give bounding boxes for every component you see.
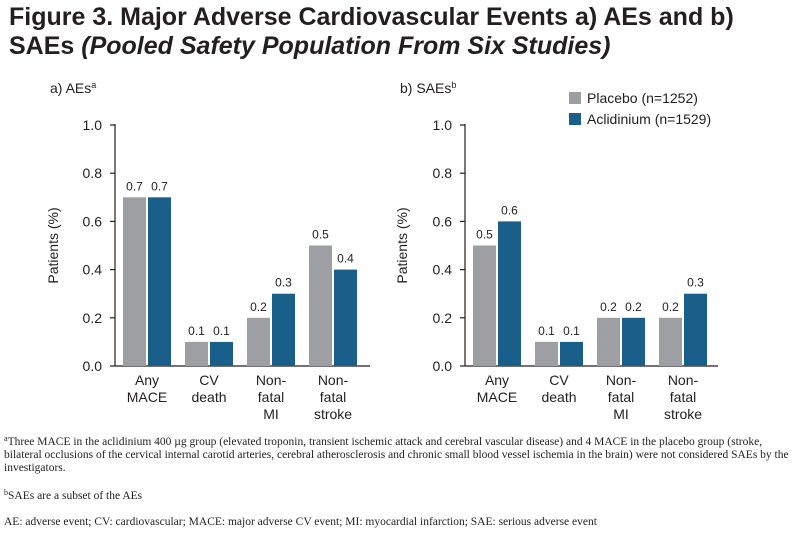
bar-value-label: 0.6 — [501, 203, 518, 217]
category-label: Any — [485, 372, 509, 388]
bar-aclidinium — [334, 269, 357, 366]
category-label: fatal — [258, 389, 284, 405]
bar-placebo — [309, 245, 332, 366]
bar-value-label: 0.7 — [126, 179, 143, 193]
category-label: fatal — [670, 389, 696, 405]
legend-label-placebo: Placebo (n=1252) — [587, 90, 698, 106]
abbreviations-text: AE: adverse event; CV: cardiovascular; M… — [4, 516, 597, 528]
panel-title-text: b) SAEs — [400, 80, 451, 96]
bar-value-label: 0.1 — [538, 324, 555, 338]
category-label: death — [191, 389, 226, 405]
panel-title: b) SAEsb — [400, 80, 456, 96]
bar-placebo — [185, 341, 208, 366]
bar-value-label: 0.2 — [250, 300, 267, 314]
bar-aclidinium — [622, 317, 645, 366]
bar-value-label: 0.4 — [337, 252, 354, 266]
chart-panel-aes: a) AEsa Patients (%) 0.0 0.2 0.4 0.6 0.8 1.0 0.7… — [45, 80, 370, 422]
category-label: MACE — [127, 389, 167, 405]
bar-value-label: 0.2 — [600, 300, 617, 314]
bar-placebo — [473, 245, 496, 366]
category-label: stroke — [314, 406, 352, 422]
footnote-b-mark: b — [4, 488, 8, 497]
bar-value-label: 0.1 — [188, 324, 205, 338]
category-label: death — [541, 389, 576, 405]
panel-title-superscript: a — [91, 80, 96, 90]
bar-value-label: 0.1 — [213, 324, 230, 338]
chart-panel-saes: b) SAEsb Patients (%) 0.0 0.2 0.4 0.6 0.8 1.0 0.… — [394, 80, 718, 422]
y-tick-label: 0.4 — [433, 262, 453, 278]
bar-value-label: 0.3 — [687, 276, 704, 290]
category-label: stroke — [664, 406, 702, 422]
bar-charts: a) AEsa Patients (%) 0.0 0.2 0.4 0.6 0.8 1.0 0.7… — [45, 80, 718, 422]
panel-title: a) AEsa — [50, 80, 96, 96]
y-tick-label: 0.6 — [83, 213, 103, 229]
figure-title-main: Figure 3. Major Adverse Cardiovascular E… — [9, 3, 734, 60]
footnote-b-text: SAEs are a subset of the AEs — [8, 490, 143, 502]
y-tick-label: 0.4 — [83, 262, 103, 278]
bar-placebo — [659, 317, 682, 366]
bar-value-label: 0.1 — [563, 324, 580, 338]
category-label: MI — [613, 406, 629, 422]
y-tick-label: 0.0 — [433, 358, 453, 374]
category-label: fatal — [608, 389, 634, 405]
bar-value-label: 0.5 — [312, 228, 329, 242]
y-tick-label: 0.8 — [433, 165, 453, 181]
bar-aclidinium — [684, 293, 707, 366]
legend-swatch-aclidinium — [569, 113, 581, 125]
y-tick-label: 0.0 — [83, 358, 103, 374]
bar-value-label: 0.5 — [476, 228, 493, 242]
footnote-a-mark: a — [4, 434, 8, 443]
y-tick-label: 0.6 — [433, 213, 453, 229]
bar-placebo — [597, 317, 620, 366]
footnote-a: aThree MACE in the aclidinium 400 µg gro… — [4, 434, 794, 475]
category-label: CV — [199, 372, 219, 388]
panel-title-text: a) AEs — [50, 80, 91, 96]
y-tick-label: 0.2 — [433, 310, 453, 326]
category-label: Non- — [318, 372, 349, 388]
y-tick-label: 1.0 — [433, 117, 453, 133]
bar-value-label: 0.3 — [275, 276, 292, 290]
bar-aclidinium — [272, 293, 295, 366]
bar-placebo — [123, 197, 146, 366]
category-label: MI — [263, 406, 279, 422]
category-label: CV — [549, 372, 569, 388]
bar-aclidinium — [560, 341, 583, 366]
y-tick-label: 1.0 — [83, 117, 103, 133]
bar-placebo — [247, 317, 270, 366]
category-label: MACE — [477, 389, 517, 405]
legend-swatch-placebo — [569, 92, 581, 104]
figure-title-italic: (Pooled Safety Population From Six Studi… — [81, 32, 611, 60]
figure-title: Figure 3. Major Adverse Cardiovascular E… — [9, 3, 789, 61]
panel-title-superscript: b — [451, 80, 456, 90]
footnote-a-text: Three MACE in the aclidinium 400 µg grou… — [4, 436, 789, 474]
category-label: Any — [135, 372, 159, 388]
bar-aclidinium — [148, 197, 171, 366]
legend-label-aclidinium: Aclidinium (n=1529) — [587, 111, 711, 127]
category-label: fatal — [320, 389, 346, 405]
category-label: Non- — [668, 372, 699, 388]
bar-aclidinium — [498, 221, 521, 366]
bar-value-label: 0.2 — [625, 300, 642, 314]
bar-value-label: 0.2 — [662, 300, 679, 314]
footnote-b: bSAEs are a subset of the AEs — [4, 488, 794, 503]
bar-aclidinium — [210, 341, 233, 366]
bar-value-label: 0.7 — [151, 179, 168, 193]
bar-placebo — [535, 341, 558, 366]
y-tick-label: 0.2 — [83, 310, 103, 326]
y-axis-label: Patients (%) — [45, 207, 61, 283]
category-label: Non- — [606, 372, 637, 388]
y-tick-label: 0.8 — [83, 165, 103, 181]
category-label: Non- — [256, 372, 287, 388]
abbreviations: AE: adverse event; CV: cardiovascular; M… — [4, 516, 794, 529]
y-axis-label: Patients (%) — [394, 207, 410, 283]
